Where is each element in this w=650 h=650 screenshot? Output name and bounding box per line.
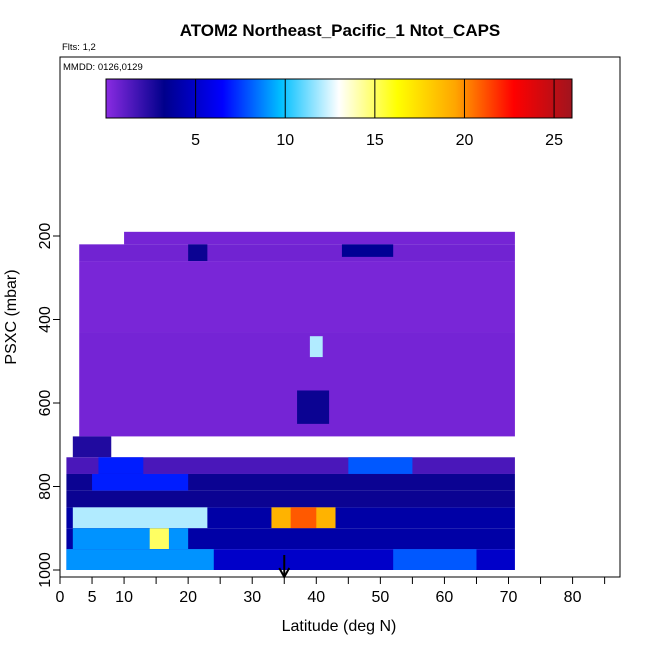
y-tick-label: 1000 <box>37 552 54 588</box>
colorbar-ticks: 5 10 15 20 25 <box>191 79 563 149</box>
y-tick-label: 400 <box>37 306 54 333</box>
colorbar-tick-label: 15 <box>366 132 384 149</box>
x-axis: 0 5 10 20 30 40 50 60 70 80 <box>56 577 606 606</box>
x-tick-label: 80 <box>564 589 582 606</box>
y-tick-label: 600 <box>37 390 54 417</box>
colorbar-tick-label: 10 <box>276 132 294 149</box>
x-tick-label: 40 <box>307 589 325 606</box>
plot-area: MMDD: 0126,0129 5 10 15 20 25 <box>59 56 621 580</box>
heatmap-cell <box>72 507 208 529</box>
heatmap-cells <box>66 231 515 570</box>
dates-label: MMDD: 0126,0129 <box>63 62 143 73</box>
heatmap-cell <box>297 390 330 424</box>
y-axis: 200 400 600 800 1000 <box>37 223 60 588</box>
heatmap-cell <box>66 490 515 508</box>
colorbar-tick-label: 25 <box>545 132 563 149</box>
heatmap-cell <box>92 473 189 491</box>
x-tick-label: 60 <box>436 589 454 606</box>
x-tick-label: 10 <box>115 589 133 606</box>
plot-frame <box>59 56 621 578</box>
heatmap-cell <box>79 244 515 262</box>
x-axis-label: Latitude (deg N) <box>282 618 397 635</box>
heatmap-cell <box>348 457 413 474</box>
y-tick-label: 200 <box>37 223 54 250</box>
heatmap-cell <box>72 528 189 550</box>
colorbar-tick-label: 20 <box>456 132 474 149</box>
x-tick-label: 50 <box>371 589 389 606</box>
heatmap-cell <box>309 336 323 358</box>
heatmap-cell <box>79 261 515 333</box>
heatmap-cell <box>72 436 112 458</box>
colorbar <box>105 78 573 119</box>
heatmap-cell <box>290 507 317 529</box>
heatmap-cell <box>188 244 208 262</box>
heatmap-cell <box>98 457 144 474</box>
colorbar-tick-label: 5 <box>191 132 200 149</box>
heatmap-cell <box>124 231 515 245</box>
y-axis-label: PSXC (mbar) <box>3 269 20 364</box>
heatmap-cell <box>66 549 214 570</box>
heatmap-cell <box>79 332 515 437</box>
x-tick-label: 0 <box>56 589 65 606</box>
heatmap-cell <box>341 244 394 257</box>
heatmap-cell <box>393 549 477 570</box>
x-tick-label: 30 <box>243 589 261 606</box>
chart-title: ATOM2 Northeast_Pacific_1 Ntot_CAPS <box>180 21 501 40</box>
x-tick-label: 20 <box>179 589 197 606</box>
x-tick-label: 70 <box>500 589 518 606</box>
flights-label: Flts: 1,2 <box>62 42 96 53</box>
heatmap-cell <box>149 528 169 550</box>
x-tick-label: 5 <box>88 589 97 606</box>
y-tick-label: 800 <box>37 473 54 500</box>
